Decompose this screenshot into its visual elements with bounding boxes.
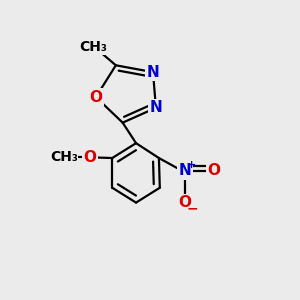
Text: −: − [187, 201, 198, 215]
Text: N: N [150, 100, 162, 115]
Text: +: + [187, 160, 196, 170]
Text: CH₃: CH₃ [79, 40, 107, 54]
Text: N: N [179, 163, 191, 178]
Text: O: O [83, 150, 97, 165]
Text: O: O [178, 195, 192, 210]
Text: CH₃: CH₃ [50, 150, 78, 164]
Text: O: O [207, 163, 220, 178]
Text: O: O [89, 90, 102, 105]
Text: N: N [147, 64, 159, 80]
